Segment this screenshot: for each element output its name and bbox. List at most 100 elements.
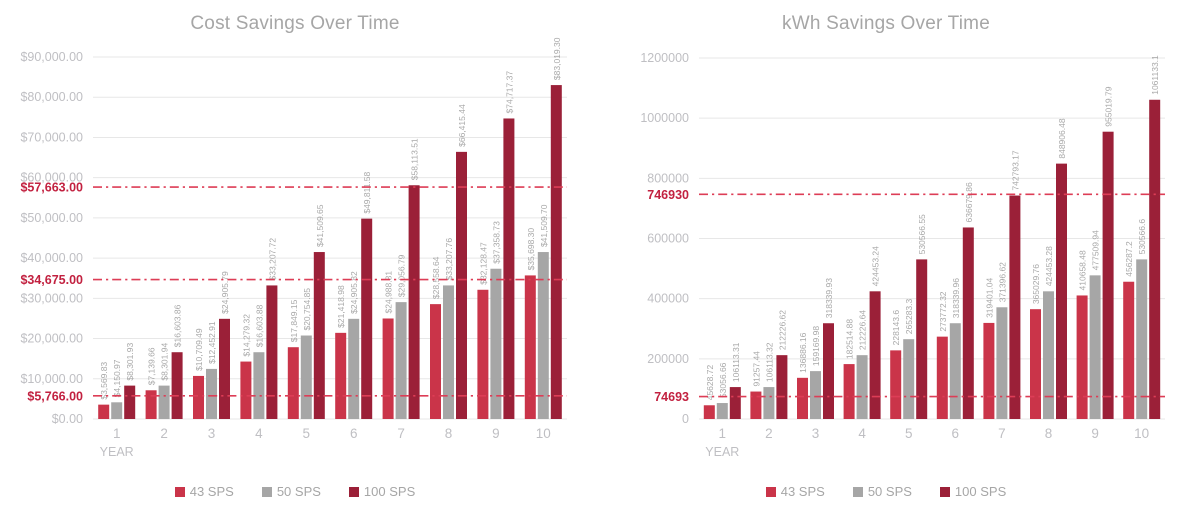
bar-value-label: $17,849.15 [289,299,299,342]
legend-item-43sps: 43 SPS [174,484,234,499]
bar-value-label: $74,717.37 [504,71,514,114]
bar-43sps-year-1 [703,405,715,419]
x-axis-tick-label: 4 [858,426,866,441]
bar-value-label: 424453.28 [1044,246,1054,286]
legend-swatch-43sps-icon [765,486,776,497]
bar-value-label: 955019.79 [1104,86,1114,126]
bar-100sps-year-6 [361,218,373,419]
bar-100sps-year-3 [219,318,230,419]
bar-50sps-year-2 [763,387,775,419]
kwh-savings-chart: kWh Savings Over Time 0 200000 400000 60000… [591,0,1181,513]
bar-43sps-year-3 [797,377,808,419]
bar-100sps-year-10 [1149,99,1161,420]
x-axis-tick-label: 2 [765,426,773,441]
bar-50sps-year-3 [810,371,821,419]
bar-value-label: 319401.04 [984,277,994,317]
bar-100sps-year-8 [456,151,467,419]
x-axis-tick-label: 6 [952,426,960,441]
legend-swatch-100sps-icon [348,486,359,497]
bar-value-label: 410658.48 [1078,250,1088,290]
bar-43sps-year-1 [98,404,110,419]
bar-50sps-year-2 [158,385,170,419]
bar-50sps-year-1 [111,402,123,419]
bar-value-label: 636679.86 [964,182,974,222]
bar-value-label: $33,207.76 [444,238,454,281]
bar-43sps-year-5 [287,347,299,419]
bar-value-label: $66,415.44 [457,104,467,147]
bar-value-label: $41,509.65 [315,204,325,247]
bar-value-label: $58,113.51 [410,138,420,180]
bar-value-label: 212226.64 [858,310,868,350]
bar-50sps-year-1 [716,403,728,419]
bar-value-label: 273772.32 [938,291,948,331]
bar-43sps-year-2 [750,391,762,419]
bar-value-label: 182514.88 [845,319,855,359]
bar-43sps-year-7 [983,322,995,419]
x-axis-tick-label: 10 [1134,426,1149,441]
bar-value-label: $10,709.49 [194,328,204,371]
bar-value-label: $83,019.30 [552,37,562,80]
bar-value-label: 371396.62 [997,262,1007,302]
y-axis-tick-label: $40,000.00 [20,251,83,265]
bar-value-label: $20,754.85 [302,288,312,331]
bar-value-label: $33,207.72 [267,238,277,281]
bar-value-label: 106113.31 [731,342,741,382]
bar-value-label: 1061133.1 [1150,55,1160,95]
x-axis-tick-label: 3 [812,426,820,441]
y-axis-tick-label: 1000000 [640,111,689,125]
bar-50sps-year-9 [490,268,502,419]
bar-50sps-year-10 [537,252,549,419]
kwh-savings-chart-canvas: 0 200000 400000 600000 800000 1000000 1200000 4… [640,51,1165,459]
bar-50sps-year-6 [949,323,961,419]
bar-100sps-year-2 [776,355,788,419]
y-axis-tick-label: 0 [682,412,689,426]
bar-value-label: 318339.93 [824,278,834,318]
x-axis-tick-label: 4 [255,426,263,441]
reference-line-label: $5,766.00 [27,389,83,403]
bar-43sps-year-8 [430,304,441,419]
bar-value-label: $24,988.81 [384,271,394,314]
x-axis-tick-label: 1 [113,426,121,441]
legend-item-50sps: 50 SPS [852,484,912,499]
bar-43sps-year-2 [145,390,157,419]
bar-50sps-year-3 [206,368,217,419]
x-axis-tick-label: 2 [160,426,168,441]
reference-line-label: $34,675.00 [20,273,83,287]
x-axis-tick-label: 8 [445,426,453,441]
legend-swatch-100sps-icon [939,486,950,497]
y-axis-tick-label: $70,000.00 [20,130,83,144]
bar-value-label: 365029.76 [1031,264,1041,304]
bar-100sps-year-5 [313,252,325,419]
bar-value-label: $7,139.66 [147,347,157,385]
x-axis-tick-label: 8 [1045,426,1053,441]
y-axis-tick-label: 400000 [647,292,689,306]
x-axis-tick-label: 7 [998,426,1006,441]
legend-item-100sps: 100 SPS [348,484,415,499]
bar-value-label: 848906.48 [1057,118,1067,158]
bar-value-label: 159169.98 [811,326,821,366]
bar-value-label: $24,905.82 [349,271,359,314]
bar-43sps-year-9 [1076,295,1088,419]
bar-value-label: $37,358.73 [491,221,501,264]
bar-value-label: $29,056.79 [397,254,407,297]
x-axis-tick-label: 5 [905,426,913,441]
bar-100sps-year-6 [962,227,974,419]
bar-value-label: $8,301.94 [160,343,170,381]
chart-legend: 43 SPS 50 SPS 100 SPS [0,484,590,499]
legend-label: 50 SPS [867,484,912,499]
x-axis-tick-label: 9 [1091,426,1099,441]
bar-value-label: 424453.24 [871,246,881,286]
bar-50sps-year-9 [1089,275,1101,419]
bar-value-label: 53056.66 [718,362,728,398]
bar-100sps-year-9 [503,118,515,420]
reference-line-label: 74693 [654,390,689,404]
y-axis-tick-label: 1200000 [640,51,689,65]
bar-value-label: 477509.94 [1091,230,1101,270]
x-axis-tick-label: 7 [397,426,405,441]
bar-value-label: $41,509.70 [539,204,549,247]
bar-value-label: 742793.17 [1010,150,1020,190]
x-axis-tick-label: 3 [208,426,216,441]
bar-50sps-year-8 [1043,291,1054,419]
bar-43sps-year-3 [193,375,204,419]
